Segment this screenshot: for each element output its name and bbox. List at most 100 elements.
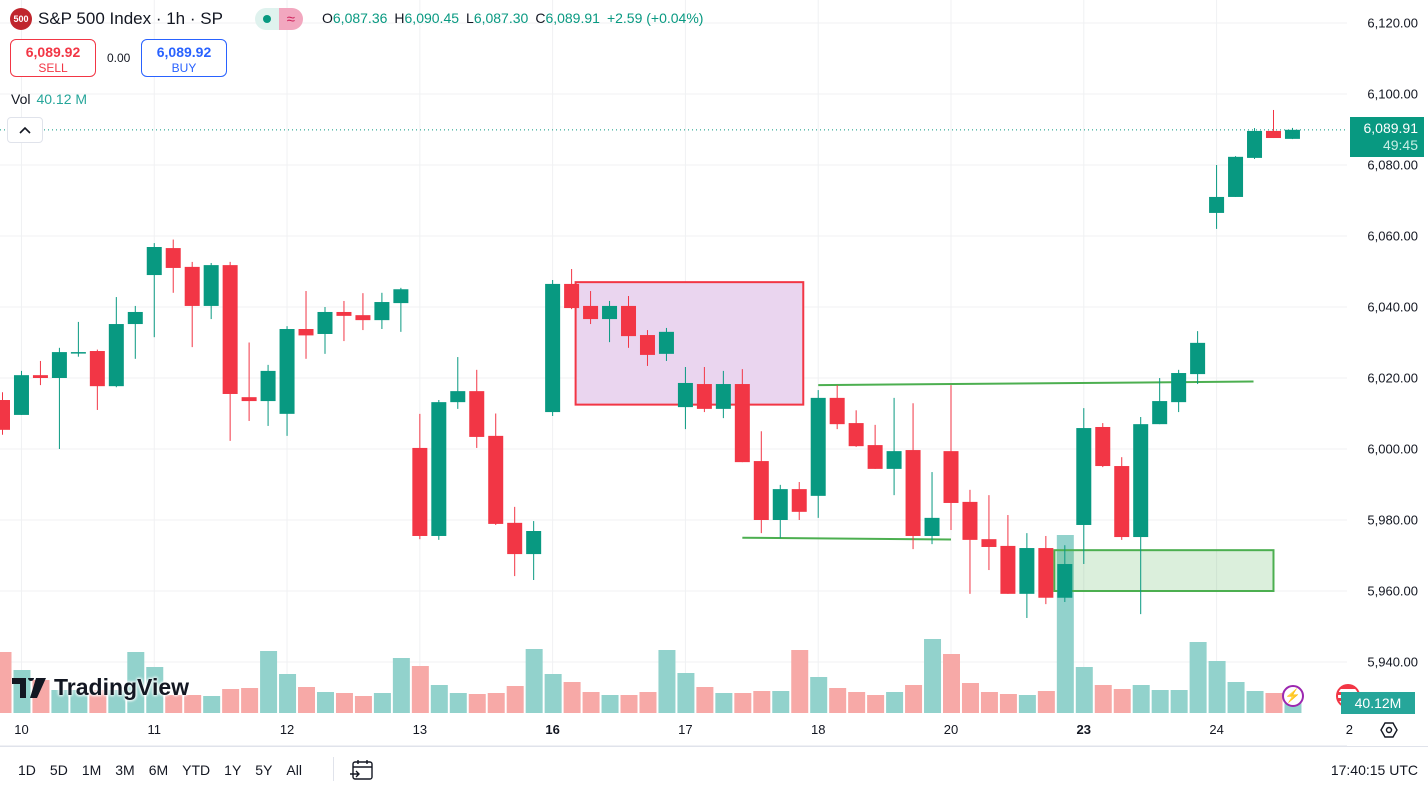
candle-up — [393, 289, 409, 304]
volume-tag: 40.12M — [1341, 692, 1415, 714]
candle-down — [848, 423, 864, 447]
time-axis-label: 24 — [1209, 722, 1224, 737]
volume-bar — [544, 674, 562, 713]
candle-down — [1000, 545, 1016, 594]
candle-up — [317, 311, 333, 334]
volume-bar — [1132, 685, 1150, 713]
candle-up — [1057, 564, 1073, 598]
candle-up — [1171, 373, 1187, 403]
sell-button[interactable]: 6,089.92 SELL — [10, 39, 96, 77]
demand-zone-rectangle — [1053, 549, 1275, 592]
volume-bar — [525, 649, 543, 713]
buy-label: BUY — [171, 61, 197, 75]
spread-value: 0.00 — [107, 51, 131, 65]
volume-legend: Vol 40.12 M — [11, 91, 87, 107]
time-axis-label: 12 — [279, 722, 295, 737]
candle-down — [298, 329, 314, 336]
volume-bar — [772, 691, 790, 713]
market-open-dot-icon — [254, 8, 279, 30]
candle-up — [450, 391, 466, 403]
candle-down — [962, 501, 978, 540]
tradingview-logo-icon — [12, 677, 46, 698]
time-axis-label: 11 — [147, 722, 162, 737]
candle-down — [1265, 130, 1281, 139]
ohlc-legend: O6,087.36 H6,090.45 L6,087.30 C6,089.91 … — [322, 10, 703, 26]
volume-bar — [0, 652, 12, 713]
volume-bar — [1227, 682, 1245, 713]
candle-down — [829, 397, 845, 425]
go-to-date-icon[interactable] — [350, 759, 374, 781]
candle-down — [905, 450, 921, 536]
candle-down — [1095, 426, 1111, 467]
range-button-ytd[interactable]: YTD — [182, 762, 211, 778]
time-axis-label: 20 — [943, 722, 959, 737]
volume-bar — [980, 692, 998, 713]
bar-countdown: 49:45 — [1382, 137, 1418, 153]
candle-down — [734, 384, 750, 463]
volume-value: 40.12 M — [36, 91, 88, 107]
volume-bar — [1284, 702, 1302, 713]
lightning-icon[interactable]: ⚡ — [1282, 685, 1304, 707]
candle-up — [526, 531, 542, 555]
range-button-5y[interactable]: 5Y — [255, 762, 273, 778]
price-axis-label: 5,980.00 — [1367, 512, 1418, 528]
bottom-toolbar: 1D 5D 1M 3M 6M YTD 1Y 5Y All 17:40:15 UTC — [0, 746, 1428, 792]
volume-bar — [373, 693, 391, 713]
volume-bar — [487, 693, 505, 713]
volume-bar — [184, 695, 202, 713]
volume-bar — [943, 654, 960, 713]
volume-bar — [89, 690, 107, 713]
collapse-legend-button[interactable] — [7, 117, 43, 143]
range-button-all[interactable]: All — [286, 762, 302, 778]
candle-up — [260, 370, 276, 402]
time-axis-label: 17 — [678, 722, 693, 737]
time-axis-label: 18 — [810, 722, 826, 737]
market-status-pill[interactable]: ≈ — [254, 8, 303, 30]
high-value: 6,090.45 — [404, 10, 460, 26]
volume-bar — [354, 696, 372, 713]
candle-down — [355, 315, 371, 321]
volume-bar — [886, 692, 904, 713]
candle-down — [488, 435, 504, 524]
symbol-title[interactable]: S&P 500 Index · 1h · SP — [38, 9, 223, 28]
price-chart[interactable] — [0, 0, 1347, 746]
candle-down — [89, 351, 105, 387]
range-button-6m[interactable]: 6M — [148, 762, 169, 778]
candle-down — [867, 445, 883, 469]
range-button-1m[interactable]: 1M — [81, 762, 102, 778]
open-label: O — [322, 10, 333, 26]
volume-bar — [999, 694, 1017, 713]
buy-price: 6,089.92 — [156, 44, 212, 60]
candle-down — [943, 451, 959, 503]
utc-clock[interactable]: 17:40:15 UTC — [1330, 762, 1418, 778]
volume-bar — [658, 650, 676, 713]
range-button-3m[interactable]: 3M — [115, 762, 135, 778]
volume-bar — [924, 639, 942, 713]
volume-bar — [734, 693, 752, 713]
price-axis-label: 6,060.00 — [1367, 228, 1418, 244]
candle-up — [203, 265, 219, 306]
volume-bar — [335, 693, 353, 713]
candle-up — [51, 352, 67, 378]
candle-up — [146, 247, 162, 276]
range-button-1d[interactable]: 1D — [18, 762, 36, 778]
volume-bar — [1265, 693, 1283, 713]
range-button-5d[interactable]: 5D — [49, 762, 68, 778]
candle-up — [1209, 196, 1225, 213]
volume-bar — [468, 694, 486, 713]
volume-bar — [1113, 689, 1131, 713]
range-button-1y[interactable]: 1Y — [224, 762, 242, 778]
price-axis-label: 6,040.00 — [1367, 299, 1418, 315]
time-axis-label: 2 — [1345, 722, 1353, 737]
volume-bar — [127, 652, 145, 713]
price-axis-label: 6,080.00 — [1367, 157, 1418, 173]
volume-bar — [70, 690, 88, 713]
price-axis-label: 6,000.00 — [1367, 441, 1418, 457]
settings-icon[interactable] — [1380, 721, 1398, 739]
candle-up — [279, 329, 295, 414]
close-value: 6,089.91 — [545, 10, 600, 26]
tradingview-watermark: TradingView — [12, 674, 189, 701]
candle-down — [165, 248, 181, 268]
buy-button[interactable]: 6,089.92 BUY — [141, 39, 227, 77]
volume-bar — [620, 695, 638, 713]
